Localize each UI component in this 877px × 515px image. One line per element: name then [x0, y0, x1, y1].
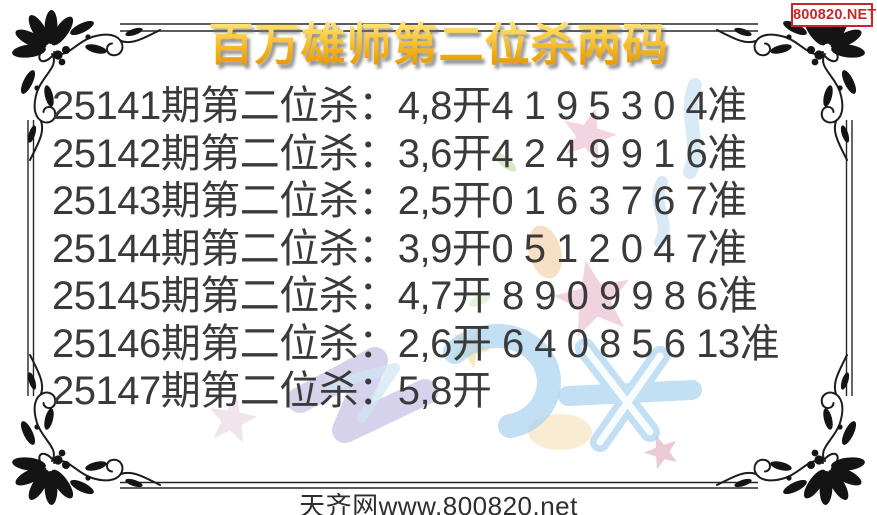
- footer-site-text: 天齐网www.800820.net: [299, 491, 578, 515]
- page-title: 百万雄师第二位杀两码: [0, 8, 877, 73]
- site-badge: 800820.NET: [791, 3, 876, 27]
- result-row-25141: 25141期第二位杀：4,8开4 1 9 5 3 0 4准: [52, 84, 747, 128]
- results-list: 25141期第二位杀：4,8开4 1 9 5 3 0 4准 25142期第二位杀…: [52, 83, 852, 416]
- result-row-25147: 25147期第二位杀：5,8开: [52, 369, 492, 413]
- result-row-25143: 25143期第二位杀：2,5开0 1 6 3 7 6 7准: [52, 179, 747, 223]
- result-row-25142: 25142期第二位杀：3,6开4 2 4 9 9 1 6准: [52, 131, 747, 176]
- result-row-25146: 25146期第二位杀：2,6开 6 4 0 8 5 6 13准: [52, 321, 780, 366]
- result-row-25144: 25144期第二位杀：3,9开0 5 1 2 0 4 7准: [52, 226, 747, 271]
- result-row-25145: 25145期第二位杀：4,7开 8 9 0 9 9 8 6准: [52, 274, 758, 318]
- star-decoration: [639, 429, 684, 472]
